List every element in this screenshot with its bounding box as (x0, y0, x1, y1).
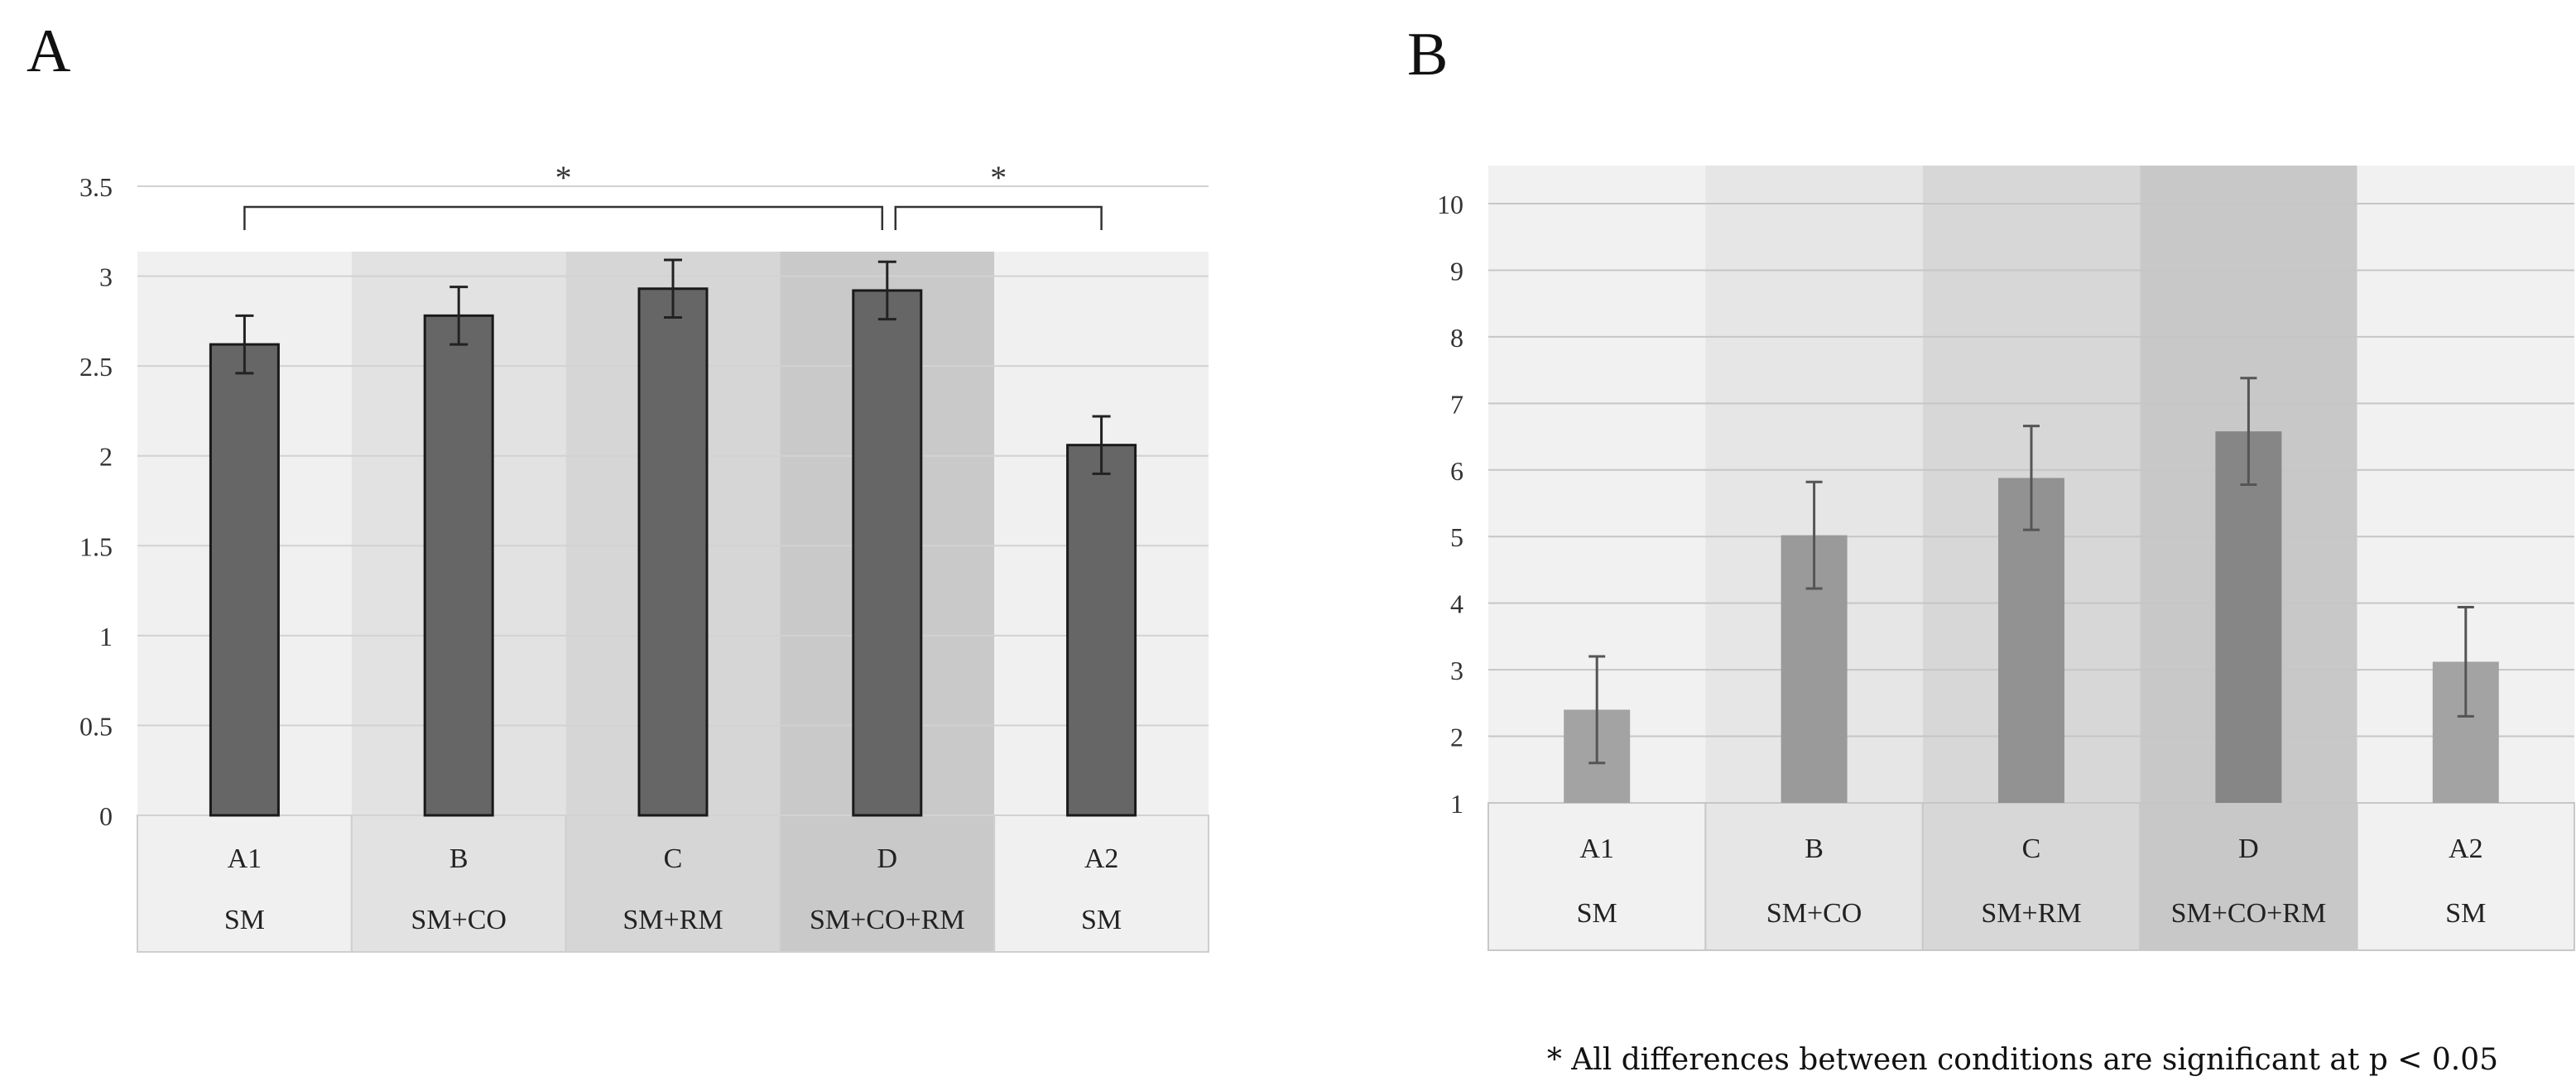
category-label: C (2022, 834, 2041, 864)
y-tick-label: 2 (1450, 723, 1463, 752)
y-tick-label: 3 (1450, 656, 1463, 685)
category-cell-0 (137, 814, 353, 953)
y-tick-label: 8 (1450, 323, 1463, 353)
panel-label-b: B (1407, 21, 1448, 89)
category-sublabel: SM+RM (622, 905, 723, 935)
category-sublabel: SM+CO (1766, 898, 1862, 929)
category-cell-1 (1704, 802, 1924, 951)
category-label: A2 (1084, 843, 1119, 874)
category-cell-2 (1921, 802, 2141, 951)
category-label: A1 (228, 843, 262, 874)
y-tick-label: 4 (1450, 589, 1463, 619)
chart-a: 0 0.5 1 1.5 2 2.5 3 3.5 A1 SM B SM+CO C SM+RM D SM+CO+R… (79, 159, 1209, 953)
bar-B (423, 314, 494, 817)
y-tick-label: 5 (1450, 522, 1463, 552)
category-cell-4 (2356, 802, 2576, 951)
y-tick-label: 1.5 (79, 531, 113, 561)
category-sublabel: SM (224, 905, 265, 935)
category-cell-3 (2139, 802, 2358, 951)
category-label: D (877, 843, 898, 874)
y-tick-label: 3 (99, 262, 113, 292)
significance-bracket-1 (894, 205, 1103, 230)
category-label: C (664, 843, 683, 874)
category-cell-0 (1487, 802, 1707, 951)
category-label: A2 (2449, 834, 2483, 864)
bar-C (637, 287, 709, 817)
y-tick-label: 0.5 (79, 711, 113, 741)
y-tick-label: 3.5 (79, 172, 113, 202)
significance-star: * (555, 159, 572, 196)
bar-C (1998, 478, 2064, 803)
category-label: B (449, 843, 469, 874)
y-tick-label: 0 (99, 801, 113, 831)
category-sublabel: SM (1577, 898, 1617, 929)
category-sublabel: SM+CO+RM (2171, 898, 2327, 929)
bar-D (852, 289, 923, 817)
bar-A1 (209, 343, 280, 817)
y-tick-label: 6 (1450, 456, 1463, 486)
chart-b: 1 2 3 4 5 6 7 8 9 10 A1 SM B SM+CO C SM+RM D SM+CO+RM A2 SM (1437, 166, 2576, 951)
y-tick-label: 9 (1450, 256, 1463, 286)
footnote: * All differences between conditions are… (1547, 1043, 2498, 1077)
y-tick-label: 2.5 (79, 352, 113, 382)
y-tick-label: 7 (1450, 389, 1463, 419)
category-cell-2 (565, 814, 781, 953)
significance-bracket-0 (243, 205, 884, 230)
category-sublabel: SM (2445, 898, 2486, 929)
category-sublabel: SM+CO (411, 905, 507, 935)
category-sublabel: SM+RM (1981, 898, 2081, 929)
y-tick-label: 10 (1437, 190, 1463, 219)
bar-D (2215, 431, 2282, 803)
y-tick-label: 2 (99, 442, 113, 472)
y-tick-label: 1 (1450, 789, 1463, 819)
y-tick-label: 1 (99, 622, 113, 651)
panel-label-a: A (26, 17, 70, 85)
category-label: A1 (1579, 834, 1614, 864)
bar-A2 (1066, 444, 1137, 817)
significance-star: * (990, 159, 1007, 196)
category-sublabel: SM+CO+RM (810, 905, 965, 935)
category-label: D (2238, 834, 2259, 864)
category-cell-4 (993, 814, 1209, 953)
category-sublabel: SM (1081, 905, 1122, 935)
category-label: B (1805, 834, 1824, 864)
